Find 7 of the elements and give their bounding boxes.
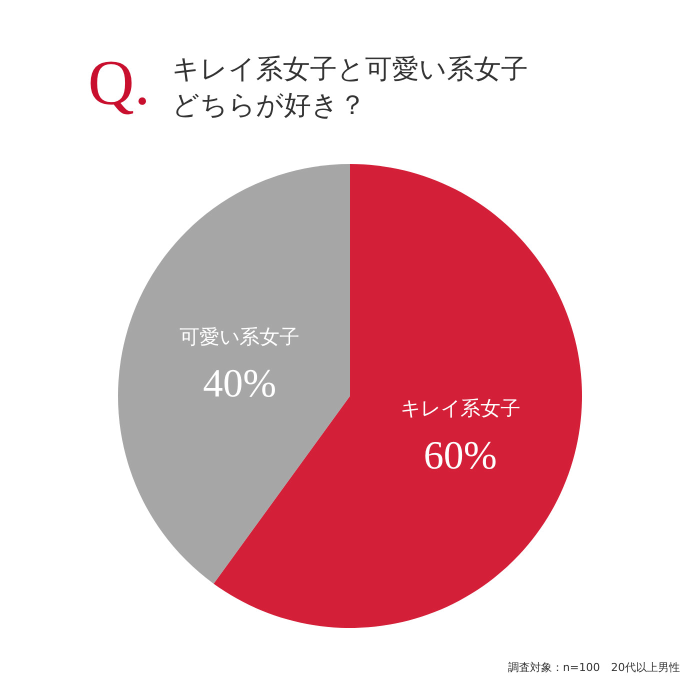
slice-label: 可愛い系女子 bbox=[180, 324, 300, 348]
chart-title: キレイ系女子と可愛い系女子どちらが好き？ bbox=[172, 53, 530, 123]
data-label: 60% bbox=[424, 432, 497, 478]
text: 調査対象：n=100 20代以上男性 bbox=[508, 660, 680, 675]
slice-label: キレイ系女子 bbox=[400, 396, 520, 420]
text: Q. bbox=[88, 47, 150, 118]
data-label: 40% bbox=[203, 360, 276, 406]
